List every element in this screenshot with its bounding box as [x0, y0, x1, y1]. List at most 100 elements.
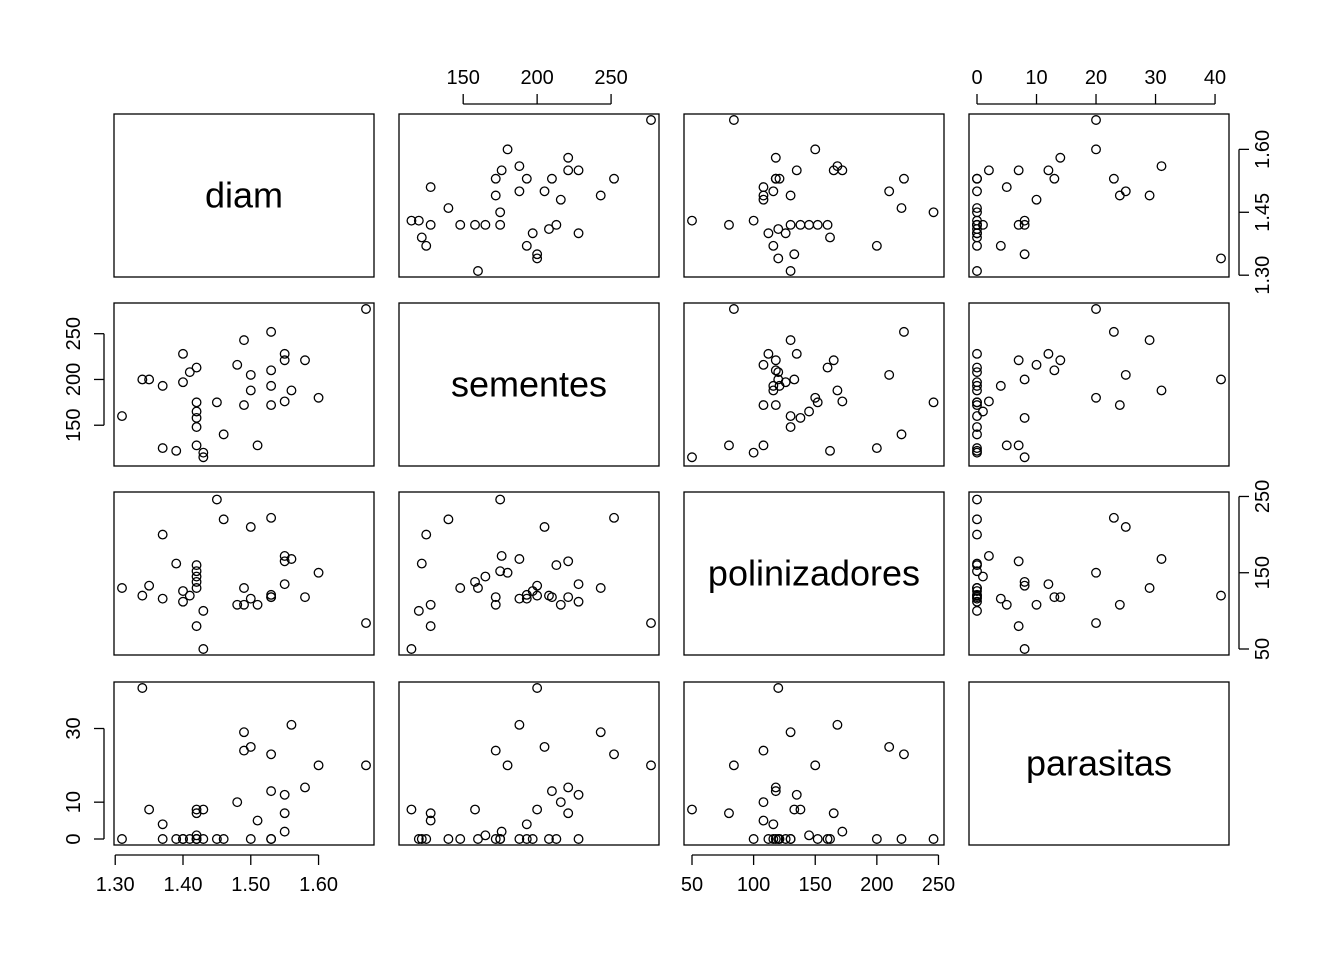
panel-diam-vs-parasitas: [968, 113, 1230, 278]
point-3: [521, 819, 532, 830]
panel-sementes-vs-sementes: sementes: [398, 302, 660, 467]
point-1: [532, 253, 543, 264]
point-16: [1019, 644, 1030, 654]
point-13: [191, 834, 202, 844]
point-4: [157, 834, 168, 844]
point-18: [972, 203, 982, 214]
point-9: [551, 560, 562, 571]
point-27: [521, 589, 532, 600]
point-12: [191, 804, 202, 815]
point-25: [1108, 326, 1119, 337]
tick-label: 150: [63, 409, 85, 442]
point-10: [495, 566, 506, 577]
point-35: [728, 304, 739, 314]
point-26: [1049, 592, 1060, 603]
point-2: [144, 580, 155, 591]
point-14: [425, 219, 436, 230]
point-8: [773, 367, 784, 378]
point-24: [425, 815, 436, 826]
tick-label: 1.40: [164, 874, 203, 896]
panel-frame: [968, 302, 1230, 467]
point-30: [1013, 355, 1024, 366]
point-18: [218, 514, 229, 525]
point-3: [995, 593, 1006, 604]
point-9: [822, 834, 833, 844]
point-33: [300, 355, 310, 366]
tick-label: 10: [1025, 67, 1047, 89]
point-32: [286, 719, 297, 730]
point-8: [184, 590, 195, 601]
point-16: [406, 804, 417, 815]
point-32: [1156, 385, 1167, 396]
point-32: [1156, 554, 1167, 564]
point-14: [191, 621, 202, 632]
point-8: [773, 224, 784, 235]
point-2: [789, 804, 800, 815]
point-35: [1091, 618, 1101, 629]
point-21: [1114, 190, 1125, 201]
point-27: [774, 173, 785, 184]
bottom-axis-polinizadores: 50 100 150 200 250: [681, 854, 955, 896]
point-18: [443, 203, 454, 214]
point-1: [773, 253, 784, 264]
panel-polinizadores-vs-diam: [113, 491, 375, 656]
point-15: [972, 447, 982, 458]
point-3: [995, 240, 1006, 251]
point-32: [832, 161, 843, 172]
point-14: [425, 621, 436, 632]
point-12: [470, 804, 480, 815]
point-17: [495, 834, 506, 844]
panel-frame: [398, 681, 660, 846]
panel-frame: [683, 491, 945, 656]
point-23: [514, 834, 525, 844]
point-35: [361, 304, 371, 314]
point-33: [563, 782, 574, 793]
point-7: [780, 228, 791, 239]
tick-label: 1.50: [231, 874, 270, 896]
tick-label: 1.60: [299, 874, 338, 896]
panel-frame: [683, 302, 945, 467]
point-14: [724, 219, 734, 230]
point-34: [313, 567, 324, 578]
point-22: [245, 522, 256, 532]
point-8: [972, 367, 982, 378]
tick-label: 150: [799, 874, 832, 896]
point-11: [804, 830, 815, 841]
point-21: [758, 400, 769, 411]
point-20: [239, 335, 249, 346]
point-28: [770, 400, 781, 411]
point-30: [279, 808, 290, 819]
point-15: [413, 834, 424, 844]
point-20: [785, 335, 796, 346]
point-3: [521, 593, 532, 604]
point-19: [555, 194, 566, 205]
point-12: [1019, 412, 1030, 423]
point-16: [687, 452, 697, 463]
point-29: [573, 165, 584, 176]
point-6: [763, 348, 774, 359]
point-26: [546, 786, 557, 797]
point-34: [810, 392, 821, 403]
point-35: [1091, 115, 1101, 125]
point-17: [495, 207, 506, 218]
point-7: [972, 586, 982, 596]
point-31: [279, 396, 290, 407]
point-5: [825, 834, 835, 844]
point-24: [758, 440, 769, 451]
point-19: [1031, 359, 1042, 370]
point-27: [521, 173, 532, 184]
point-32: [832, 385, 843, 396]
point-4: [871, 834, 882, 844]
point-2: [789, 374, 800, 385]
point-17: [211, 834, 222, 844]
top-axis-parasitas: 0 10 20 30 40: [971, 67, 1226, 105]
point-33: [300, 592, 310, 603]
panel-frame: [398, 113, 660, 278]
panel-polinizadores-vs-sementes: [398, 491, 660, 656]
point-28: [266, 400, 277, 411]
panel-parasitas-vs-parasitas: parasitas: [968, 681, 1230, 846]
tick-label: 10: [63, 791, 85, 813]
point-31: [837, 826, 848, 837]
point-12: [795, 412, 806, 423]
point-18: [972, 429, 982, 440]
